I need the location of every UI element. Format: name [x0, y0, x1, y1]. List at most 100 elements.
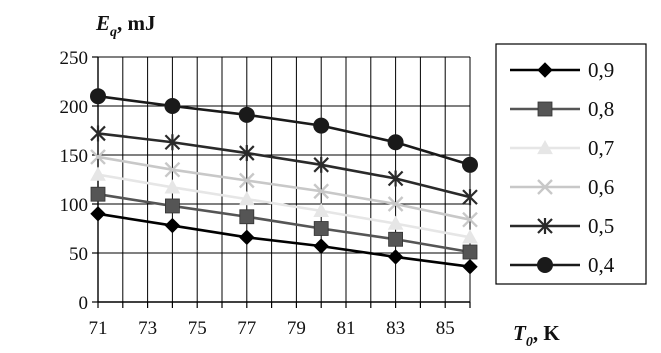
- data-point: [462, 229, 478, 244]
- x-axis-label-sub: 0: [526, 335, 533, 350]
- marker-stroke: [238, 172, 255, 189]
- data-point: [388, 231, 404, 247]
- data-point: [239, 145, 255, 162]
- series-0-5: [90, 125, 478, 206]
- data-point: [238, 191, 255, 206]
- legend-marker: [537, 218, 553, 234]
- x-tick-label: 73: [138, 318, 157, 339]
- data-point: [387, 170, 404, 187]
- legend-item: 0,9: [510, 58, 614, 82]
- y-tick-label: 100: [60, 195, 89, 216]
- legend-item: 0,6: [510, 175, 614, 199]
- legend-marker: [537, 179, 553, 195]
- legend-item: 0,8: [510, 97, 614, 121]
- legend-item: 0,7: [510, 136, 614, 160]
- x-tick-label: 83: [386, 318, 405, 339]
- data-point: [164, 198, 180, 214]
- data-point: [313, 202, 330, 217]
- legend-marker: [537, 62, 553, 78]
- data-point: [387, 134, 404, 151]
- legend: 0,9 0,8 0,7 0,6 0,5 0,4: [495, 43, 647, 285]
- data-point: [90, 149, 106, 165]
- data-point: [313, 117, 330, 134]
- data-point: [387, 196, 404, 212]
- legend-label: 0,6: [588, 175, 614, 199]
- series-line: [97, 132, 471, 199]
- y-axis-label-sub: q: [110, 25, 117, 40]
- y-axis-label: Eq, mJ: [95, 11, 156, 40]
- legend-marker: [537, 257, 553, 273]
- y-tick-label: 200: [60, 97, 89, 118]
- data-point: [90, 125, 106, 142]
- data-point: [462, 211, 478, 228]
- series-line: [97, 155, 471, 221]
- series-group: [90, 88, 478, 275]
- series-line: [97, 212, 471, 269]
- x-tick-label: 71: [89, 318, 108, 339]
- y-tick-label: 250: [60, 48, 89, 69]
- data-point: [313, 156, 329, 173]
- data-point: [313, 183, 330, 200]
- legend-label: 0,8: [588, 97, 614, 121]
- y-axis-label-main: E: [95, 11, 110, 35]
- marker-stroke: [164, 161, 181, 178]
- data-point: [164, 217, 181, 234]
- axes: [92, 56, 471, 308]
- x-tick-label: 77: [237, 318, 256, 339]
- data-point: [90, 186, 106, 202]
- data-point: [462, 259, 478, 275]
- marker-stroke: [537, 179, 553, 195]
- series-0-6: [90, 149, 478, 228]
- x-axis-label-unit: , K: [533, 321, 561, 345]
- x-axis-label: T0, K: [513, 321, 560, 350]
- data-point: [462, 244, 478, 260]
- grid: [97, 56, 471, 303]
- legend-item: 0,4: [510, 253, 615, 277]
- data-point: [462, 189, 478, 206]
- data-point: [387, 215, 404, 230]
- legend-label: 0,4: [588, 253, 615, 277]
- marker-stroke: [387, 196, 404, 212]
- legend-label: 0,7: [588, 136, 614, 160]
- series-0-7: [90, 166, 478, 244]
- data-point: [164, 134, 181, 151]
- y-axis-label-unit: , mJ: [117, 11, 156, 35]
- legend-marker: [537, 101, 553, 117]
- x-tick-labels: 71 73 75 77 79 81 83 85: [89, 318, 455, 339]
- data-point: [462, 156, 478, 173]
- data-point: [313, 238, 329, 254]
- x-tick-label: 79: [287, 318, 306, 339]
- data-point: [387, 249, 404, 265]
- x-tick-label: 75: [188, 318, 207, 339]
- x-axis-label-main: T: [513, 321, 527, 345]
- legend-box: [495, 43, 647, 285]
- series-line: [97, 192, 471, 254]
- series-line: [97, 94, 471, 167]
- data-point: [164, 179, 181, 194]
- data-point: [239, 209, 255, 225]
- marker-stroke: [313, 183, 330, 200]
- marker-stroke: [462, 211, 478, 228]
- y-tick-labels: 0 50 100 150 200 250: [60, 48, 89, 314]
- series-0-4: [90, 88, 478, 173]
- y-tick-label: 0: [79, 293, 89, 314]
- data-point: [164, 98, 181, 114]
- data-point: [164, 161, 181, 178]
- data-point: [238, 106, 255, 123]
- data-point: [90, 206, 106, 222]
- data-point: [90, 88, 106, 105]
- data-point: [239, 229, 255, 246]
- y-tick-label: 150: [60, 146, 89, 167]
- x-tick-label: 85: [436, 318, 455, 339]
- y-tick-label: 50: [69, 244, 88, 265]
- legend-marker: [537, 139, 553, 155]
- legend-label: 0,9: [588, 58, 614, 82]
- series-line: [97, 173, 471, 239]
- data-point: [313, 221, 329, 236]
- series-0-9: [90, 206, 478, 275]
- data-point: [238, 172, 255, 189]
- legend-item: 0,5: [510, 214, 614, 238]
- x-tick-label: 81: [337, 318, 356, 339]
- data-point: [90, 166, 106, 181]
